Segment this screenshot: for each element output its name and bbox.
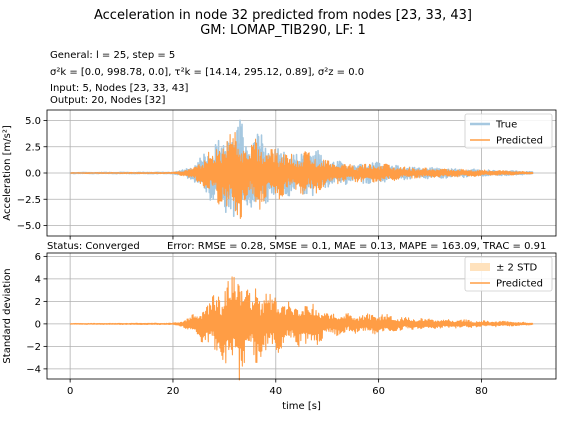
legend-label-1-0: ± 2 STD [496, 263, 538, 274]
x-axis-label-1: time [s] [282, 401, 321, 412]
y-tick-label-1-2: 0 [35, 319, 41, 330]
y-tick-label-0-3: 2.5 [25, 142, 41, 153]
x-tick-label-1-4: 80 [475, 386, 488, 397]
legend-label-0-0: True [495, 120, 517, 131]
y-tick-label-1-0: −4 [26, 364, 41, 375]
x-tick-label-1-3: 60 [372, 386, 385, 397]
series-line-1-1 [70, 277, 533, 380]
y-axis-label-0: Acceleration [m/s²] [2, 125, 13, 221]
y-tick-label-1-4: 4 [35, 274, 41, 285]
y-tick-label-0-2: 0.0 [25, 169, 41, 180]
y-tick-label-0-4: 5.0 [25, 116, 41, 127]
y-axis-label-1: Standard deviation [2, 268, 13, 363]
legend-label-0-1: Predicted [496, 136, 543, 147]
y-tick-label-1-1: −2 [26, 342, 41, 353]
y-tick-label-0-1: −2.5 [17, 195, 41, 206]
y-tick-label-1-5: 6 [35, 252, 41, 263]
x-tick-label-1-1: 20 [167, 386, 180, 397]
x-tick-label-1-2: 40 [269, 386, 282, 397]
legend-label-1-1: Predicted [496, 279, 543, 290]
x-tick-label-1-0: 0 [67, 386, 73, 397]
y-tick-label-0-0: −5.0 [17, 221, 41, 232]
y-tick-label-1-3: 2 [35, 297, 41, 308]
legend-swatch-1-0 [470, 263, 490, 271]
